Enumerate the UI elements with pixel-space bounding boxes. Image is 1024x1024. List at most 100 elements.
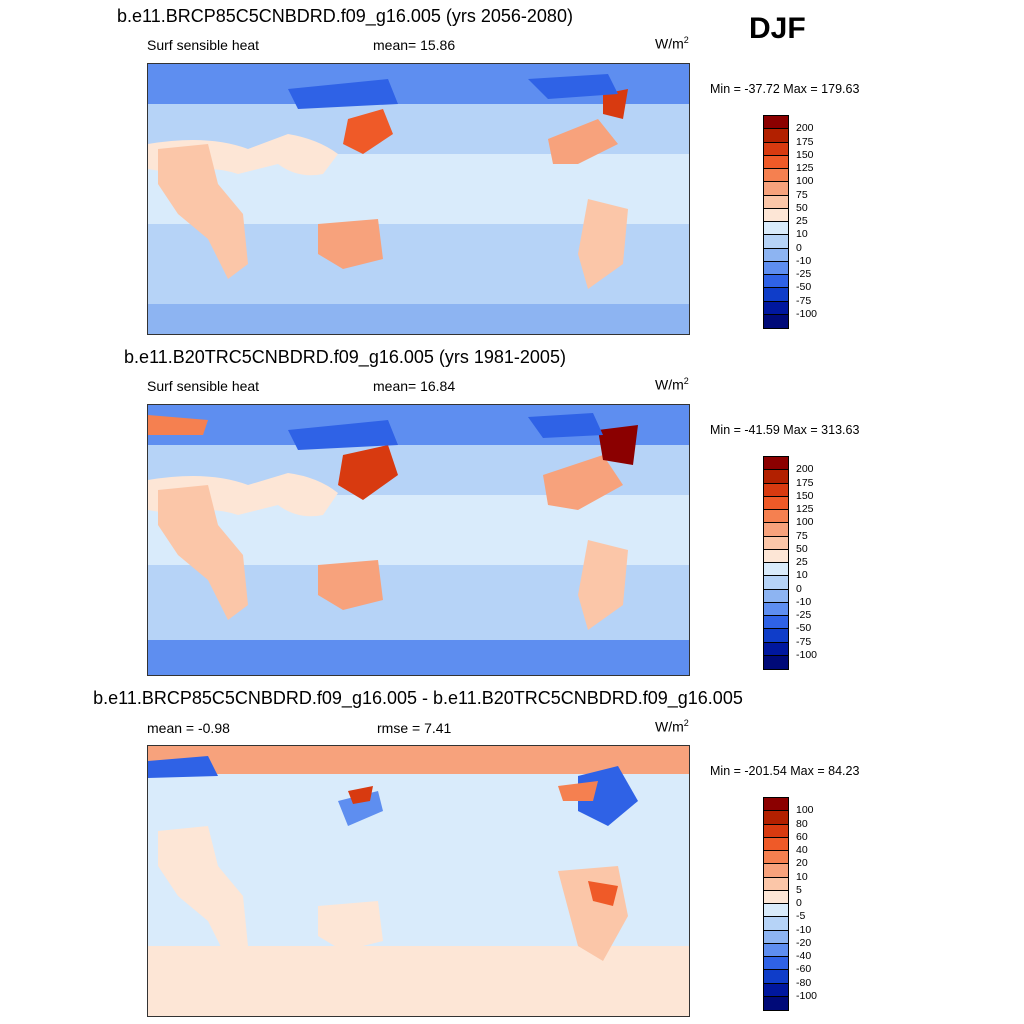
panel-1-minmax: Min = -37.72 Max = 179.63 [710, 82, 860, 96]
colorbar-tick-label: -20 [796, 936, 812, 949]
colorbar-swatch [764, 248, 788, 262]
colorbar-swatch [764, 275, 788, 289]
colorbar-swatch [764, 222, 788, 236]
panel-1-variable-label: Surf sensible heat [147, 37, 260, 53]
colorbar-tick-label: -75 [796, 635, 812, 648]
colorbar-tick-label: -50 [796, 281, 812, 294]
colorbar-tick-label: 100 [796, 804, 814, 817]
colorbar-swatch [764, 195, 788, 209]
colorbar-swatch [764, 288, 788, 302]
panel-2-title: b.e11.B20TRC5CNBDRD.f09_g16.005 (yrs 198… [124, 347, 566, 367]
colorbar-swatch [764, 496, 788, 510]
colorbar-tick-label: 75 [796, 188, 808, 201]
colorbar-swatch [764, 996, 788, 1010]
colorbar-tick-label: 25 [796, 556, 808, 568]
colorbar-tick-label: -10 [796, 254, 812, 267]
colorbar-swatch [764, 589, 788, 603]
colorbar-tick-label: 75 [796, 529, 808, 542]
colorbar-tick-label: 10 [796, 228, 808, 241]
colorbar-tick-label: -60 [796, 963, 812, 976]
panel-2-colorbar [763, 456, 789, 670]
colorbar-swatch [764, 116, 788, 130]
colorbar-swatch [764, 301, 788, 315]
colorbar-tick-label: 50 [796, 542, 808, 555]
colorbar-tick-label: 0 [796, 582, 802, 595]
season-label: DJF [749, 12, 806, 45]
colorbar-swatch [764, 851, 788, 865]
colorbar-swatch [764, 642, 788, 656]
colorbar-tick-label: 10 [796, 870, 808, 883]
panel-3-mean-label: mean = -0.98 [147, 720, 230, 736]
colorbar-swatch [764, 904, 788, 918]
colorbar-swatch [764, 864, 788, 878]
colorbar-tick-label: 100 [796, 516, 814, 529]
colorbar-swatch [764, 314, 788, 328]
panel-3-units: W/m2 [655, 718, 689, 735]
colorbar-swatch [764, 602, 788, 616]
colorbar-tick-label: -25 [796, 268, 812, 280]
colorbar-swatch [764, 563, 788, 577]
colorbar-tick-label: 25 [796, 215, 808, 227]
colorbar-swatch [764, 877, 788, 891]
colorbar-tick-label: 125 [796, 503, 814, 515]
colorbar-swatch [764, 169, 788, 183]
colorbar-swatch [764, 837, 788, 851]
colorbar-swatch [764, 811, 788, 825]
panel-2-units: W/m2 [655, 376, 689, 393]
panel-1-mean-label: mean= 15.86 [373, 37, 456, 53]
colorbar-swatch [764, 655, 788, 669]
colorbar-swatch [764, 457, 788, 471]
colorbar-swatch [764, 142, 788, 156]
colorbar-tick-label: 150 [796, 148, 814, 161]
panel-3-title: b.e11.BRCP85C5CNBDRD.f09_g16.005 - b.e11… [93, 688, 743, 708]
panel-3-minmax: Min = -201.54 Max = 84.23 [710, 764, 860, 778]
colorbar-tick-label: -100 [796, 307, 818, 320]
colorbar-tick-label: 0 [796, 241, 802, 254]
colorbar-swatch [764, 208, 788, 222]
colorbar-swatch [764, 155, 788, 169]
colorbar-tick-label: 150 [796, 489, 814, 502]
colorbar-swatch [764, 930, 788, 944]
panel-1-colorbar [763, 115, 789, 329]
colorbar-swatch [764, 917, 788, 931]
colorbar-swatch [764, 483, 788, 497]
colorbar-tick-label: 5 [796, 883, 802, 896]
colorbar-tick-label: -100 [796, 989, 818, 1002]
colorbar-tick-label: 80 [796, 817, 808, 830]
colorbar-swatch [764, 576, 788, 590]
colorbar-tick-label: 10 [796, 569, 808, 582]
colorbar-swatch [764, 798, 788, 812]
colorbar-tick-label: 125 [796, 162, 814, 174]
colorbar-tick-label: 20 [796, 857, 808, 870]
colorbar-swatch [764, 549, 788, 563]
colorbar-tick-label: -80 [796, 976, 812, 989]
colorbar-tick-label: -10 [796, 595, 812, 608]
panel-1-map [147, 63, 690, 335]
colorbar-swatch [764, 629, 788, 643]
panel-1-title: b.e11.BRCP85C5CNBDRD.f09_g16.005 (yrs 20… [117, 6, 573, 26]
panel-1-units: W/m2 [655, 35, 689, 52]
colorbar-swatch [764, 983, 788, 997]
colorbar-tick-label: -5 [796, 910, 806, 923]
panel-2-minmax: Min = -41.59 Max = 313.63 [710, 423, 860, 437]
panel-2-map [147, 404, 690, 676]
colorbar-tick-label: -75 [796, 294, 812, 307]
colorbar-tick-label: -25 [796, 609, 812, 621]
panel-3-colorbar [763, 797, 789, 1011]
colorbar-tick-label: -10 [796, 923, 812, 936]
colorbar-swatch [764, 129, 788, 143]
colorbar-tick-label: -50 [796, 622, 812, 635]
colorbar-tick-label: 100 [796, 175, 814, 188]
colorbar-swatch [764, 261, 788, 275]
colorbar-swatch [764, 890, 788, 904]
colorbar-swatch [764, 970, 788, 984]
colorbar-swatch [764, 824, 788, 838]
colorbar-tick-label: 200 [796, 463, 814, 476]
colorbar-tick-label: -100 [796, 648, 818, 661]
panel-2-variable-label: Surf sensible heat [147, 378, 260, 394]
colorbar-swatch [764, 470, 788, 484]
colorbar-tick-label: 50 [796, 201, 808, 214]
colorbar-swatch [764, 943, 788, 957]
colorbar-tick-label: 0 [796, 897, 802, 909]
panel-3-rmse-label: rmse = 7.41 [377, 720, 452, 736]
